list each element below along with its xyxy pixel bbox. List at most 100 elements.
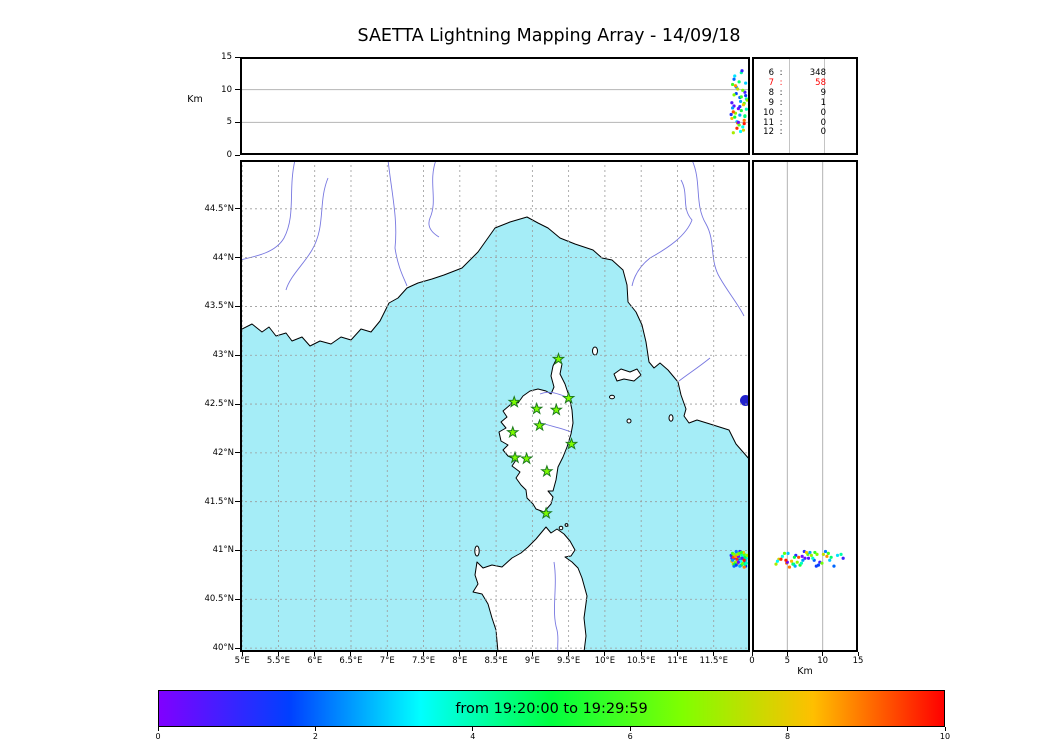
axis-tick [822, 652, 824, 656]
source-point [820, 561, 824, 565]
axis-tick [157, 727, 159, 731]
source-point [737, 80, 741, 84]
source-point [740, 69, 744, 73]
source-point [816, 563, 821, 567]
colorbar-tick-label: 0 [155, 732, 161, 741]
longitude-tick-label: 10°E [594, 656, 616, 666]
lma-station-marker [564, 437, 579, 450]
latitude-tick-label: 41.5°N [204, 496, 234, 507]
source-point [732, 93, 736, 97]
lma-station-marker [540, 464, 554, 478]
source-point [809, 553, 813, 557]
axis-tick [629, 727, 631, 731]
source-point [803, 556, 807, 560]
axis-tick [235, 208, 240, 210]
count-row: 8: 9 [754, 87, 856, 99]
source-point [739, 108, 743, 113]
latitude-tick-label: 42°N [212, 447, 234, 458]
count-num: 6 [768, 68, 774, 78]
count-num: 9 [768, 97, 774, 108]
colorbar-gradient [159, 691, 944, 726]
source-point [821, 552, 825, 556]
axis-tick [235, 647, 240, 649]
colorbar-tick-label: 4 [470, 732, 476, 741]
axis-tick [495, 652, 497, 656]
source-point [735, 557, 739, 561]
axis-tick [235, 257, 240, 259]
montecristo-island [626, 418, 632, 424]
axis-tick [235, 305, 240, 307]
source-point [841, 556, 845, 560]
source-point [808, 550, 812, 555]
maddalena-island [558, 525, 564, 531]
source-point [793, 564, 797, 568]
source-point [730, 101, 734, 105]
source-point [743, 555, 747, 559]
source-point [738, 564, 742, 568]
count-row: 6: 348 [754, 68, 856, 79]
maddalena-island-2 [564, 523, 569, 527]
longitude-tick-label: 10.5°E [626, 656, 656, 666]
count-colon: : [779, 87, 783, 98]
source-point [742, 122, 746, 126]
count-colon: : [779, 77, 783, 88]
axis-tick [277, 652, 279, 656]
source-point [730, 82, 735, 87]
altitude-latitude-panel [752, 160, 858, 652]
source-point [786, 551, 790, 556]
latitude-tick-label: 42.5°N [204, 399, 234, 410]
source-point [782, 551, 787, 556]
latitude-tick-label: 40°N [212, 643, 234, 654]
altitude-axis-label: Km [187, 94, 203, 105]
source-point [739, 550, 743, 555]
source-point [789, 559, 794, 563]
river-tirso [553, 561, 559, 652]
source-point [731, 131, 735, 135]
source-point [733, 74, 737, 78]
source-point [738, 129, 743, 134]
latitude-tick-label: 41°N [212, 545, 234, 556]
source-point [839, 552, 843, 556]
source-point [799, 561, 804, 565]
source-point [736, 120, 740, 124]
count-val: 0 [820, 127, 826, 138]
source-point [792, 555, 796, 559]
source-point [795, 560, 799, 564]
count-num: 8 [768, 87, 774, 98]
source-point [739, 95, 743, 99]
source-point [806, 556, 811, 560]
source-point [738, 99, 743, 104]
colorbar-label: from 19:20:00 to 19:29:59 [455, 700, 648, 717]
lma-station-marker [530, 401, 544, 415]
count-val: 1 [820, 97, 826, 108]
longitude-tick-label: 8.5°E [484, 656, 508, 666]
longitude-tick-label: 11.5°E [699, 656, 728, 666]
longitude-tick-label: 7°E [379, 656, 395, 666]
axis-tick [676, 652, 678, 656]
axis-tick [350, 652, 352, 656]
source-point [730, 106, 735, 110]
source-point [736, 560, 740, 564]
count-val: 348 [809, 68, 826, 78]
source-point [797, 555, 801, 559]
altitude-tick-label: 15 [221, 52, 232, 62]
panel-frame [240, 57, 750, 155]
axis-tick [531, 652, 533, 656]
landmasses [240, 160, 750, 652]
river-tiber [691, 160, 745, 317]
axis-tick [235, 549, 240, 551]
figure-title: SAETTA Lightning Mapping Array - 14/09/1… [357, 26, 741, 46]
source-point [742, 565, 746, 569]
panel-frame [752, 160, 858, 652]
source-point [775, 559, 780, 563]
axis-tick [640, 652, 642, 656]
source-point [733, 84, 738, 88]
source-point [730, 558, 735, 562]
source-point [744, 93, 748, 98]
source-point [825, 554, 829, 558]
river-var [387, 160, 408, 287]
source-point [744, 561, 748, 565]
longitude-tick-label: 5°E [234, 656, 250, 666]
river-arno [631, 179, 693, 287]
count-panel-gridlines [754, 59, 856, 153]
